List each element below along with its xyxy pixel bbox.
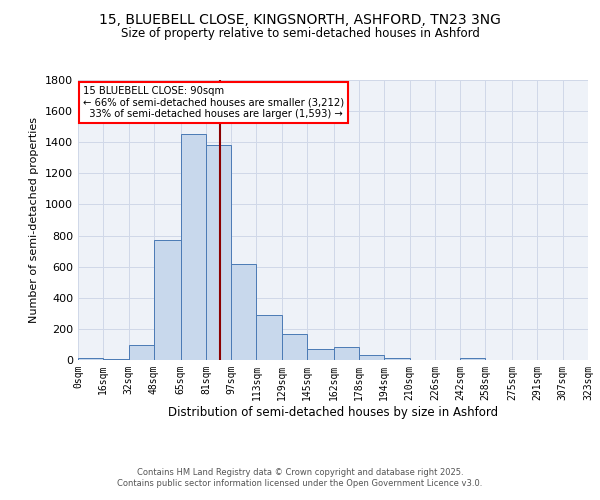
Bar: [206, 146, 231, 360]
Text: 15 BLUEBELL CLOSE: 90sqm
← 66% of semi-detached houses are smaller (3,212)
  33%: 15 BLUEBELL CLOSE: 90sqm ← 66% of semi-d…: [83, 86, 344, 119]
Bar: [231, 264, 256, 360]
Text: 15, BLUEBELL CLOSE, KINGSNORTH, ASHFORD, TN23 3NG: 15, BLUEBELL CLOSE, KINGSNORTH, ASHFORD,…: [99, 12, 501, 26]
Bar: [359, 356, 385, 360]
Bar: [128, 345, 154, 360]
Text: Contains HM Land Registry data © Crown copyright and database right 2025.
Contai: Contains HM Land Registry data © Crown c…: [118, 468, 482, 487]
Bar: [307, 349, 334, 360]
Bar: [103, 359, 128, 360]
Bar: [78, 358, 103, 360]
Y-axis label: Number of semi-detached properties: Number of semi-detached properties: [29, 117, 40, 323]
Bar: [154, 240, 181, 360]
Bar: [460, 358, 485, 360]
Bar: [256, 315, 281, 360]
Bar: [385, 358, 410, 360]
Text: Size of property relative to semi-detached houses in Ashford: Size of property relative to semi-detach…: [121, 28, 479, 40]
X-axis label: Distribution of semi-detached houses by size in Ashford: Distribution of semi-detached houses by …: [168, 406, 498, 418]
Bar: [181, 134, 206, 360]
Bar: [334, 347, 359, 360]
Bar: [281, 334, 307, 360]
